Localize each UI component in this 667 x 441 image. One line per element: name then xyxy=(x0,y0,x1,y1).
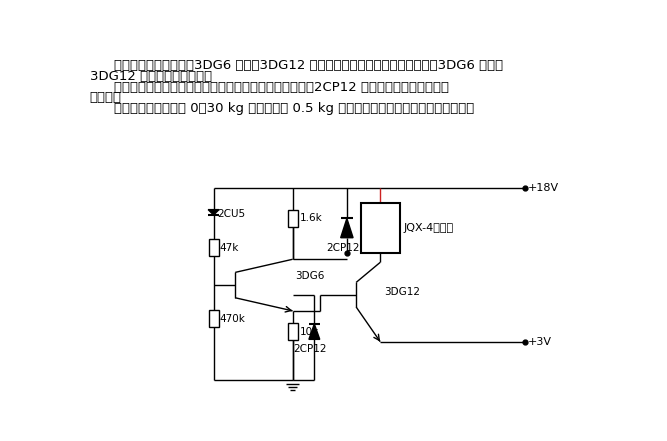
Text: +3V: +3V xyxy=(528,336,552,347)
Text: 1.6k: 1.6k xyxy=(299,213,322,224)
Text: 反电势。: 反电势。 xyxy=(89,91,121,105)
Bar xyxy=(287,323,297,340)
Bar xyxy=(361,203,400,253)
Polygon shape xyxy=(208,209,219,215)
Text: 10k: 10k xyxy=(299,327,319,336)
Text: 3DG6: 3DG6 xyxy=(295,271,324,281)
Bar xyxy=(209,310,219,327)
Text: 这种自动定量秤能在 0～30 kg 范围内，以 0.5 kg 分度任意定値，全秤精度达千分之一。: 这种自动定量秤能在 0～30 kg 范围内，以 0.5 kg 分度任意定値，全秤… xyxy=(114,102,475,115)
Text: +18V: +18V xyxy=(528,183,560,193)
Polygon shape xyxy=(341,218,353,238)
Text: 2CP12: 2CP12 xyxy=(293,344,327,354)
Text: JQX-4继电器: JQX-4继电器 xyxy=(404,223,454,233)
Text: 2CU5: 2CU5 xyxy=(217,209,245,219)
Bar xyxy=(209,239,219,256)
Text: 470k: 470k xyxy=(219,314,245,324)
Text: 47k: 47k xyxy=(219,243,239,253)
Bar xyxy=(287,210,297,227)
Text: 由继电器控制下料门，实现了下料按预定値控制的目的。2CP12 用于防止继电器释放时的: 由继电器控制下料门，实现了下料按预定値控制的目的。2CP12 用于防止继电器释放… xyxy=(114,81,450,93)
Text: J: J xyxy=(378,220,383,235)
Text: 2CP12: 2CP12 xyxy=(326,243,360,253)
Polygon shape xyxy=(309,324,319,340)
Text: 3DG12: 3DG12 xyxy=(384,287,420,297)
Text: 3DG12 导通，继电器吸动。: 3DG12 导通，继电器吸动。 xyxy=(89,70,211,83)
Text: 光暗时，暗电流很小，3DG6 截止，3DG12 截止，继电器无动作。当有光照时，3DG6 导通，: 光暗时，暗电流很小，3DG6 截止，3DG12 截止，继电器无动作。当有光照时，… xyxy=(114,59,504,72)
